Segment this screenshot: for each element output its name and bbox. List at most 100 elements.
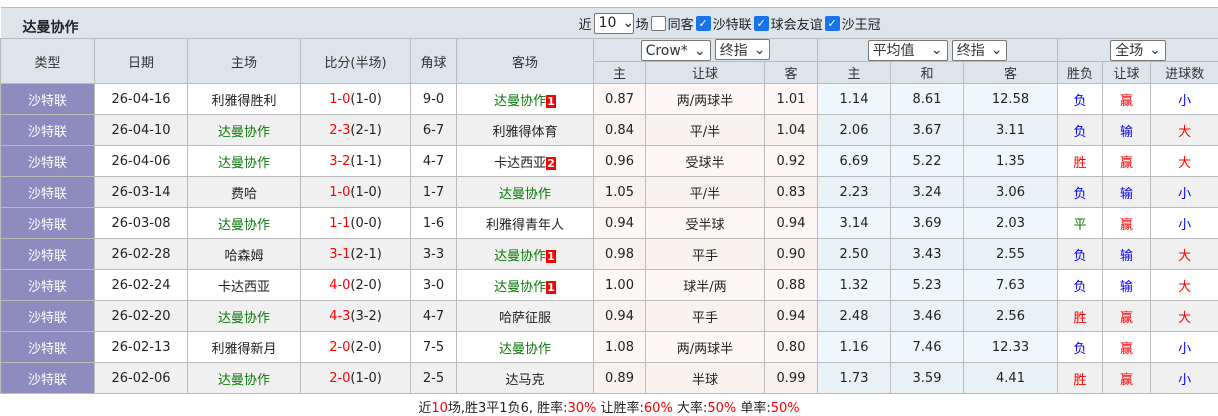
- asian-away-odds: 0.92: [765, 146, 818, 177]
- col-asian-line: 让球: [646, 62, 765, 84]
- home-team[interactable]: 利雅得胜利: [188, 84, 301, 115]
- home-team[interactable]: 费哈: [188, 177, 301, 208]
- euro-draw-odds: 3.24: [891, 177, 964, 208]
- full-time-score: 3-1: [329, 247, 350, 262]
- away-team-name[interactable]: 卡达西亚: [494, 156, 546, 171]
- col-home: 主场: [188, 39, 301, 84]
- filter-checkbox[interactable]: ✓: [754, 16, 769, 31]
- asian-away-odds: 0.99: [765, 363, 818, 394]
- match-score[interactable]: 4-0(2-0): [301, 270, 411, 301]
- euro-mode-select[interactable]: 终指⌄: [952, 40, 1008, 61]
- match-type[interactable]: 沙特联: [1, 332, 95, 363]
- match-score[interactable]: 1-0(1-0): [301, 177, 411, 208]
- home-team[interactable]: 卡达西亚: [188, 270, 301, 301]
- home-team-name[interactable]: 卡达西亚: [218, 280, 270, 295]
- away-team[interactable]: 达曼协作: [457, 177, 594, 208]
- match-score[interactable]: 2-0(2-0): [301, 332, 411, 363]
- asian-home-odds: 0.96: [594, 146, 646, 177]
- away-team-name[interactable]: 达马克: [505, 373, 544, 388]
- away-team[interactable]: 达曼协作: [457, 332, 594, 363]
- home-team-name[interactable]: 利雅得新月: [211, 342, 276, 357]
- filter-checkbox[interactable]: ✓: [696, 16, 711, 31]
- match-score[interactable]: 3-2(1-1): [301, 146, 411, 177]
- away-team[interactable]: 达曼协作1: [457, 270, 594, 301]
- home-team[interactable]: 达曼协作: [188, 115, 301, 146]
- match-type[interactable]: 沙特联: [1, 208, 95, 239]
- home-team-name[interactable]: 哈森姆: [224, 249, 263, 264]
- match-type[interactable]: 沙特联: [1, 301, 95, 332]
- match-type[interactable]: 沙特联: [1, 239, 95, 270]
- col-corner: 角球: [411, 39, 457, 84]
- away-team-name[interactable]: 达曼协作: [499, 342, 551, 357]
- asian-home-odds: 0.94: [594, 208, 646, 239]
- home-team[interactable]: 达曼协作: [188, 363, 301, 394]
- asian-company-select[interactable]: Crow*⌄: [641, 40, 711, 61]
- away-team[interactable]: 卡达西亚2: [457, 146, 594, 177]
- away-team-name[interactable]: 达曼协作: [494, 249, 546, 264]
- chevron-down-icon: ⌄: [622, 15, 634, 31]
- away-team-name[interactable]: 哈萨征服: [499, 311, 551, 326]
- away-team-name[interactable]: 达曼协作: [494, 94, 546, 109]
- result-scope-select[interactable]: 全场⌄: [1110, 40, 1166, 61]
- home-team-name[interactable]: 达曼协作: [218, 125, 270, 140]
- result-goals: 大: [1151, 115, 1218, 146]
- half-time-score: (1-1): [350, 154, 381, 169]
- match-score[interactable]: 2-0(1-0): [301, 363, 411, 394]
- home-team[interactable]: 达曼协作: [188, 301, 301, 332]
- away-team[interactable]: 哈萨征服: [457, 301, 594, 332]
- match-score[interactable]: 3-1(2-1): [301, 239, 411, 270]
- home-team[interactable]: 达曼协作: [188, 208, 301, 239]
- red-card-badge: 1: [546, 95, 556, 108]
- euro-draw-odds: 3.43: [891, 239, 964, 270]
- asian-away-odds: 0.94: [765, 208, 818, 239]
- away-team-name[interactable]: 达曼协作: [499, 187, 551, 202]
- match-type[interactable]: 沙特联: [1, 146, 95, 177]
- matches-table: 达曼协作 近 10⌄ 场 同客 ✓沙特联 ✓球会友谊 ✓沙王冠 类型 日期 主场…: [0, 7, 1218, 394]
- away-team[interactable]: 利雅得体育: [457, 115, 594, 146]
- away-team[interactable]: 达曼协作1: [457, 84, 594, 115]
- home-team-name[interactable]: 费哈: [231, 187, 257, 202]
- home-team-name[interactable]: 达曼协作: [218, 156, 270, 171]
- away-team-name[interactable]: 达曼协作: [494, 280, 546, 295]
- home-team-name[interactable]: 达曼协作: [218, 373, 270, 388]
- home-team[interactable]: 达曼协作: [188, 146, 301, 177]
- away-team-name[interactable]: 利雅得青年人: [486, 218, 564, 233]
- match-score[interactable]: 4-3(3-2): [301, 301, 411, 332]
- asian-mode-select[interactable]: 终指⌄: [715, 39, 771, 60]
- away-team[interactable]: 达马克: [457, 363, 594, 394]
- match-type[interactable]: 沙特联: [1, 270, 95, 301]
- match-type[interactable]: 沙特联: [1, 84, 95, 115]
- home-team-name[interactable]: 达曼协作: [218, 311, 270, 326]
- away-team-name[interactable]: 利雅得体育: [492, 125, 557, 140]
- home-team-name[interactable]: 达曼协作: [218, 218, 270, 233]
- away-team[interactable]: 达曼协作1: [457, 239, 594, 270]
- result-goals: 大: [1151, 146, 1218, 177]
- filter-checkbox[interactable]: ✓: [825, 16, 840, 31]
- match-type[interactable]: 沙特联: [1, 177, 95, 208]
- match-score[interactable]: 1-0(1-0): [301, 84, 411, 115]
- recent-count-select[interactable]: 10⌄: [594, 13, 634, 34]
- match-score[interactable]: 2-3(2-1): [301, 115, 411, 146]
- home-team-name[interactable]: 利雅得胜利: [211, 94, 276, 109]
- same-home-checkbox[interactable]: [651, 16, 666, 31]
- half-time-score: (0-0): [350, 216, 381, 231]
- chevron-down-icon: ⌄: [931, 42, 943, 58]
- euro-company-select[interactable]: 平均值⌄: [868, 40, 948, 61]
- match-score[interactable]: 1-1(0-0): [301, 208, 411, 239]
- home-team[interactable]: 哈森姆: [188, 239, 301, 270]
- match-type[interactable]: 沙特联: [1, 115, 95, 146]
- away-team[interactable]: 利雅得青年人: [457, 208, 594, 239]
- match-type[interactable]: 沙特联: [1, 363, 95, 394]
- result-wl: 胜: [1058, 146, 1103, 177]
- home-team[interactable]: 利雅得新月: [188, 332, 301, 363]
